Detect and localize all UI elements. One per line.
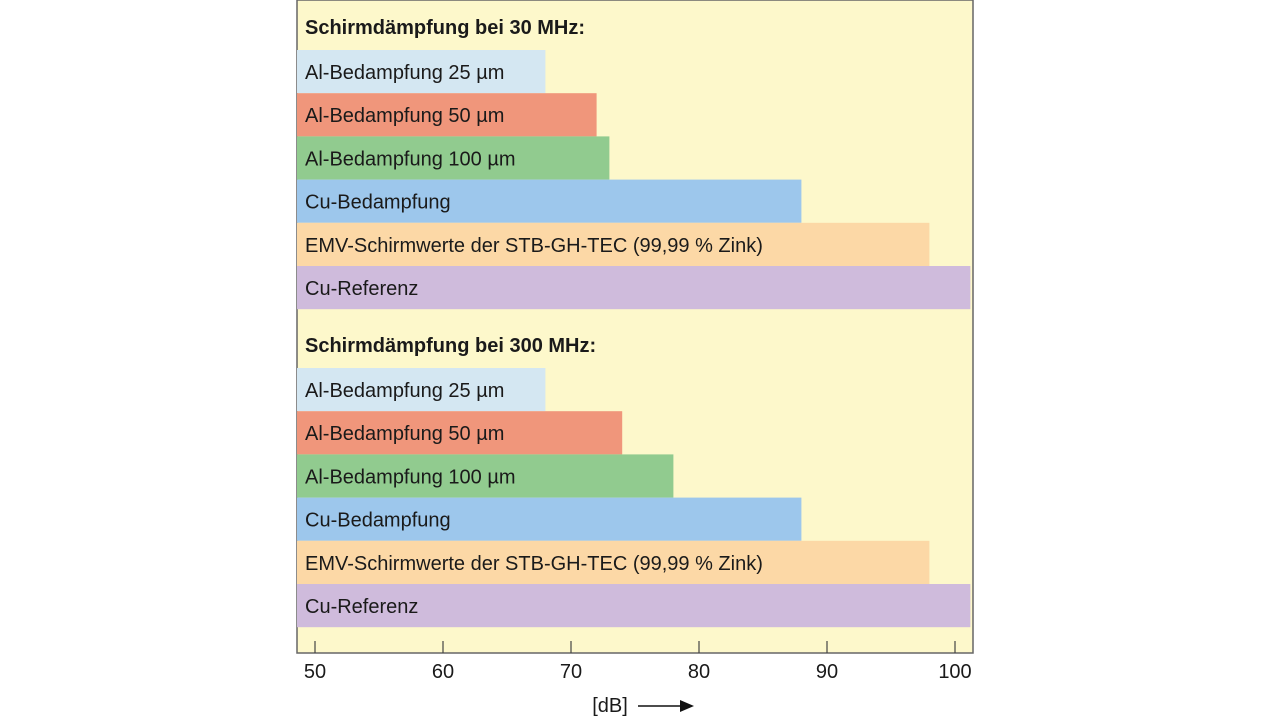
bar: [297, 222, 930, 266]
bar-label: Cu-Bedampfung: [305, 510, 451, 532]
bar-label: Al-Bedampfung 50 µm: [305, 105, 504, 127]
bar-label: Cu-Referenz: [305, 596, 418, 618]
bar: [297, 540, 930, 584]
x-tick-label: 90: [816, 661, 838, 683]
bar: [297, 136, 610, 180]
bar: [297, 411, 623, 455]
bar-label: Cu-Bedampfung: [305, 192, 451, 214]
bar-label: EMV-Schirmwerte der STB-GH-TEC (99,99 % …: [305, 553, 763, 575]
bar-label: Cu-Referenz: [305, 278, 418, 300]
x-tick-label: 60: [432, 661, 454, 683]
x-tick-label: 100: [938, 661, 971, 683]
bar: [297, 584, 971, 628]
bar-label: Al-Bedampfung 100 µm: [305, 466, 516, 488]
bar: [297, 93, 597, 137]
bar: [297, 368, 546, 412]
bar: [297, 50, 546, 94]
bar: [297, 497, 802, 541]
x-tick-label: 50: [304, 661, 326, 683]
bar-label: EMV-Schirmwerte der STB-GH-TEC (99,99 % …: [305, 235, 763, 257]
bar-label: Al-Bedampfung 100 µm: [305, 148, 516, 170]
bar-label: Al-Bedampfung 25 µm: [305, 62, 504, 84]
bar: [297, 266, 971, 310]
bar: [297, 179, 802, 223]
bar-label: Al-Bedampfung 25 µm: [305, 380, 504, 402]
x-tick-label: 80: [688, 661, 710, 683]
arrow-head-icon: [680, 700, 694, 712]
x-tick-label: 70: [560, 661, 582, 683]
x-axis-label: [dB]: [592, 695, 628, 717]
group-title: Schirmdämpfung bei 300 MHz:: [305, 335, 596, 357]
bar-label: Al-Bedampfung 50 µm: [305, 423, 504, 445]
group-title: Schirmdämpfung bei 30 MHz:: [305, 17, 585, 39]
bar: [297, 454, 674, 498]
